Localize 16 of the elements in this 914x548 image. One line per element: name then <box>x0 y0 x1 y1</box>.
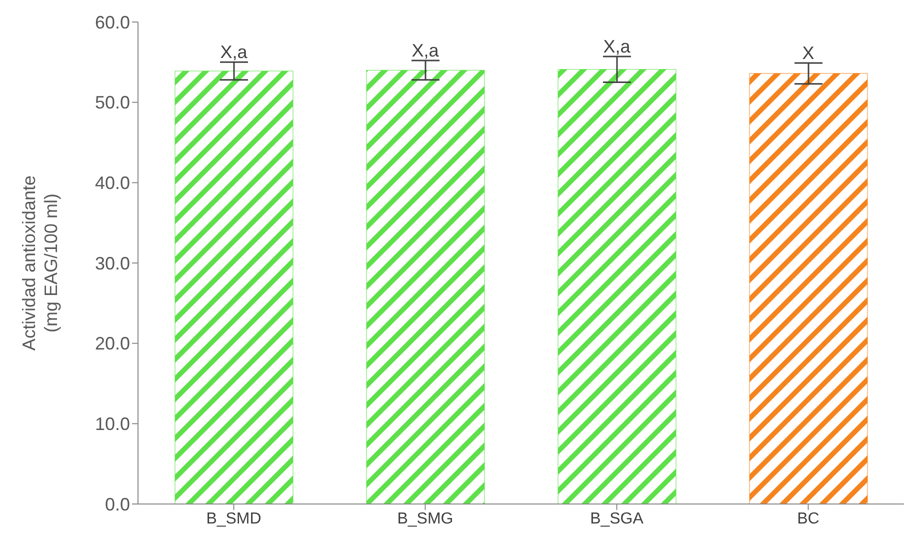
x-tick-label: B_SGA <box>590 510 644 528</box>
annotation: X,a <box>220 42 248 62</box>
x-tick-label: BC <box>797 510 820 528</box>
y-tick-label: 0.0 <box>104 494 130 514</box>
y-tick-label: 10.0 <box>94 414 130 434</box>
annotation: X,a <box>603 36 632 57</box>
x-tick-label: B_SMG <box>397 510 454 528</box>
y-tick-label: 20.0 <box>94 334 130 354</box>
annotation: X,a <box>412 40 440 61</box>
y-tick-label: 50.0 <box>94 92 130 113</box>
x-tick-label: B_SMD <box>206 510 262 528</box>
annotation: X <box>802 42 814 63</box>
y-tick-label: 40.0 <box>94 173 130 194</box>
y-tick-label: 30.0 <box>94 253 130 274</box>
y-tick-label: 60.0 <box>94 12 130 32</box>
y-axis-title: Actividad antioxidante (mg EAG/100 ml) <box>19 175 61 351</box>
